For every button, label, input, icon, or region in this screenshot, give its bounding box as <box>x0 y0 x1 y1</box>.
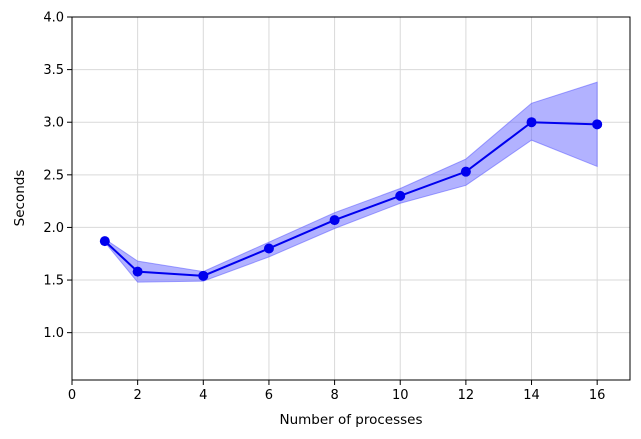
band-area <box>104 81 598 283</box>
data-markers <box>99 117 603 281</box>
x-tick-label: 8 <box>330 388 338 403</box>
y-tick-label: 2.0 <box>43 221 64 236</box>
x-tick-label: 4 <box>199 388 207 403</box>
data-point <box>526 117 537 128</box>
x-tick-label: 10 <box>392 388 409 403</box>
y-tick-label: 4.0 <box>43 11 64 26</box>
x-tick-label: 6 <box>265 388 273 403</box>
data-point <box>263 243 274 254</box>
data-point <box>132 266 143 277</box>
x-tick-label: 16 <box>589 388 606 403</box>
y-tick-label: 3.5 <box>43 63 64 78</box>
y-tick-label: 1.5 <box>43 274 64 289</box>
confidence-band <box>104 81 598 283</box>
x-tick-label: 14 <box>523 388 540 403</box>
y-tick-label: 2.5 <box>43 168 64 183</box>
y-axis-label: Seconds <box>12 170 28 227</box>
x-tick-label: 0 <box>68 388 76 403</box>
grid-lines <box>71 16 630 380</box>
data-point <box>395 190 406 201</box>
x-axis-ticks: 0 2 4 6 8 10 12 14 16 <box>68 380 606 403</box>
data-point <box>460 166 471 177</box>
y-tick-label: 1.0 <box>43 326 64 341</box>
data-point <box>592 119 603 130</box>
data-point <box>198 270 209 281</box>
data-point <box>99 236 110 247</box>
plot-frame <box>71 16 631 381</box>
x-tick-label: 2 <box>134 388 142 403</box>
y-axis-ticks: 1.0 1.5 2.0 2.5 3.0 3.5 4.0 <box>43 11 72 341</box>
x-axis-label: Number of processes <box>279 412 422 428</box>
x-tick-label: 12 <box>458 388 475 403</box>
y-tick-label: 3.0 <box>43 116 64 131</box>
data-point <box>329 215 340 226</box>
